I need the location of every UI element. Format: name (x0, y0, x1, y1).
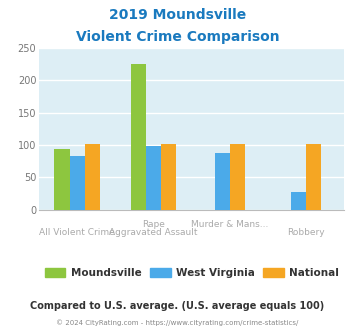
Bar (54, 149, 70, 210)
Bar (214, 153, 230, 210)
Bar (291, 192, 306, 210)
Bar (131, 64, 146, 210)
Text: Murder & Mans...: Murder & Mans... (191, 220, 268, 229)
Text: Robbery: Robbery (288, 228, 325, 237)
Bar (70, 156, 85, 210)
Legend: Moundsville, West Virginia, National: Moundsville, West Virginia, National (40, 263, 343, 282)
Bar (161, 144, 176, 210)
Text: 2019 Moundsville: 2019 Moundsville (109, 8, 246, 22)
Bar (230, 144, 245, 210)
Text: Aggravated Assault: Aggravated Assault (109, 228, 198, 237)
Bar (85, 144, 100, 210)
Bar (146, 146, 161, 210)
Text: Violent Crime Comparison: Violent Crime Comparison (76, 30, 279, 44)
Bar (306, 144, 321, 210)
Text: All Violent Crime: All Violent Crime (39, 228, 115, 237)
Text: © 2024 CityRating.com - https://www.cityrating.com/crime-statistics/: © 2024 CityRating.com - https://www.city… (56, 319, 299, 326)
Text: Rape: Rape (142, 220, 165, 229)
Text: Compared to U.S. average. (U.S. average equals 100): Compared to U.S. average. (U.S. average … (31, 301, 324, 311)
